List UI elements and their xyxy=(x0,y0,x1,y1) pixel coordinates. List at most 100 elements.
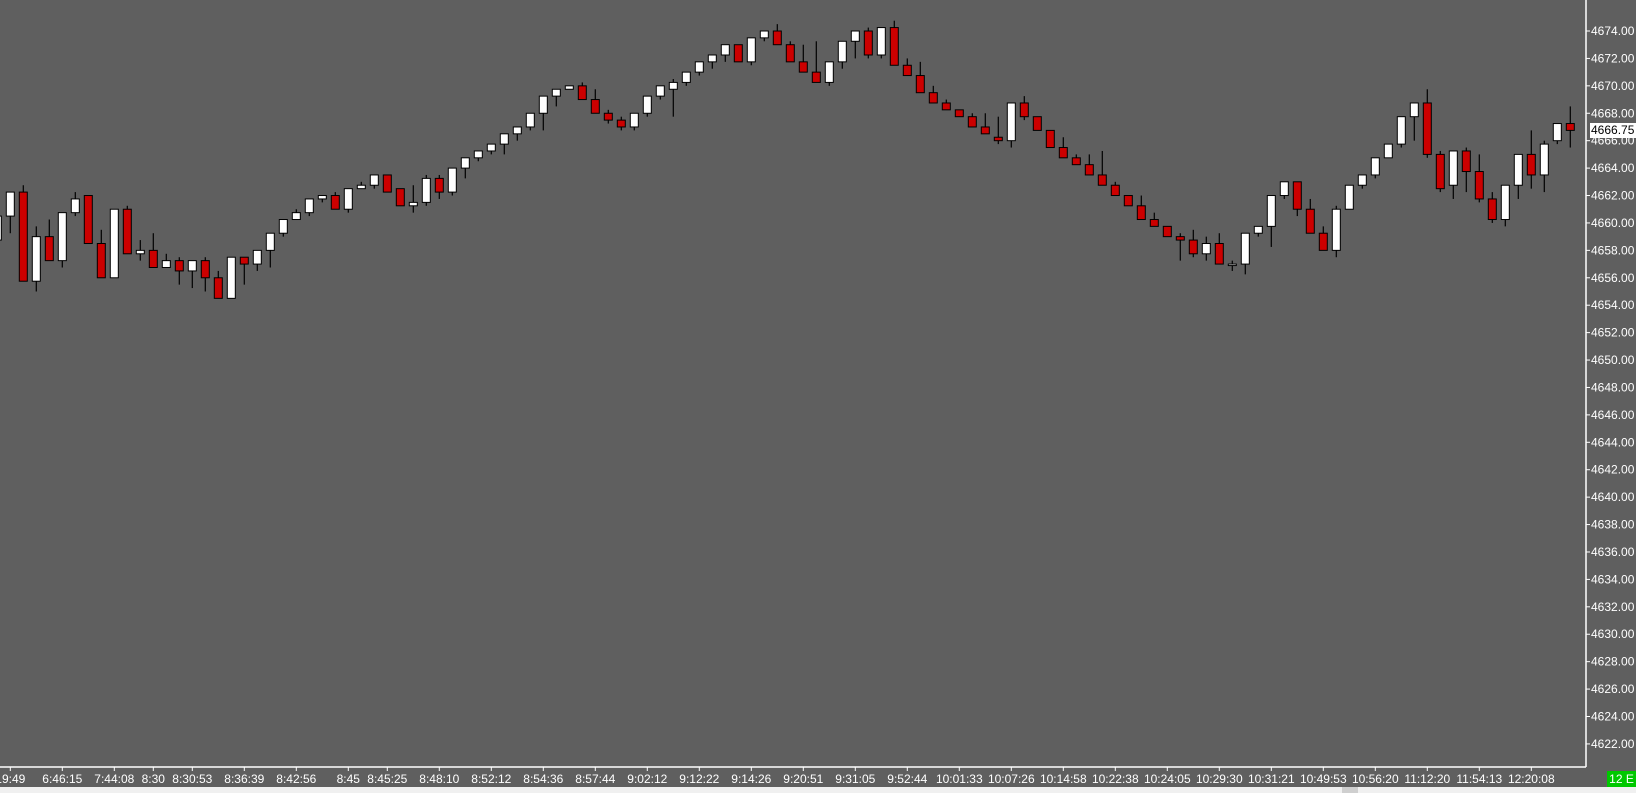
candle-body-down xyxy=(1318,232,1328,251)
candle xyxy=(1136,195,1146,221)
candle-body-up xyxy=(1279,181,1289,197)
time-tick-label: 8:45:25 xyxy=(367,772,407,786)
candle-body-down xyxy=(1422,102,1432,155)
candle xyxy=(382,174,392,193)
candle-body-up xyxy=(824,61,834,83)
candle xyxy=(1396,116,1406,148)
candle xyxy=(31,226,41,292)
candle-body-down xyxy=(200,260,210,279)
candle-body-up xyxy=(57,212,67,262)
candle-body-up xyxy=(538,95,548,114)
candle xyxy=(109,208,119,279)
candle-body-up xyxy=(252,249,262,265)
price-tick-label: 4652.00 xyxy=(1591,326,1635,340)
candle xyxy=(1071,154,1081,166)
candle xyxy=(408,185,418,213)
candle xyxy=(1214,233,1224,265)
price-tick-label: 4660.00 xyxy=(1591,216,1635,230)
candle xyxy=(1383,143,1393,159)
price-tick-label: 4624.00 xyxy=(1591,710,1635,724)
candle-body-down xyxy=(590,99,600,114)
candle-body-up xyxy=(1331,208,1341,251)
price-tick-label: 4622.00 xyxy=(1591,737,1635,751)
candle-body-up xyxy=(31,236,41,282)
candle-body-down xyxy=(1292,181,1302,210)
candle xyxy=(434,174,444,199)
candle-body-up xyxy=(1383,143,1393,159)
candle xyxy=(603,109,613,124)
candle xyxy=(993,116,1003,145)
time-axis[interactable]: 19:49 6:46:15 7:44:08 8:30 8:30:53 8:36:39 8:4… xyxy=(0,767,1555,786)
candle xyxy=(538,95,548,131)
price-tick-label: 4656.00 xyxy=(1591,271,1635,285)
candle-body-down xyxy=(928,92,938,104)
candle xyxy=(525,112,535,131)
candle-body-down xyxy=(1058,147,1068,159)
candle-body-up xyxy=(876,27,886,56)
candle xyxy=(980,113,990,135)
price-tick-label: 4632.00 xyxy=(1591,600,1635,614)
candle xyxy=(395,188,405,207)
candle xyxy=(57,212,67,268)
candle-body-down xyxy=(785,44,795,63)
candle-body-up xyxy=(746,37,756,63)
price-tick-label: 4664.00 xyxy=(1591,161,1635,175)
candle-body-down xyxy=(811,71,821,83)
candle-body-up xyxy=(70,198,80,214)
candle-body-up xyxy=(1552,123,1562,142)
time-tick-label: 10:56:20 xyxy=(1352,772,1399,786)
time-tick-label: 10:22:38 xyxy=(1092,772,1139,786)
candle xyxy=(785,41,795,63)
time-tick-label: 10:24:05 xyxy=(1144,772,1191,786)
time-tick-label: 9:14:26 xyxy=(731,772,771,786)
candle xyxy=(577,82,587,101)
candle xyxy=(512,126,522,141)
candle-body-down xyxy=(1032,116,1042,131)
candle-body-down xyxy=(83,195,93,245)
candle-body-up xyxy=(486,143,496,152)
candle-body-up xyxy=(1539,143,1549,176)
price-tick-label: 4668.00 xyxy=(1591,106,1635,120)
scrollbar-thumb[interactable] xyxy=(1342,787,1358,793)
horizontal-scrollbar[interactable] xyxy=(0,787,1636,793)
candle xyxy=(1227,260,1237,271)
time-tick-label: 9:02:12 xyxy=(627,772,667,786)
candle xyxy=(96,229,106,279)
candle-body-up xyxy=(1344,184,1354,210)
time-tick-label: 19:49 xyxy=(0,772,26,786)
candle xyxy=(1058,137,1068,159)
price-axis[interactable]: 4674.004672.004670.004668.004666.004664.… xyxy=(1586,24,1635,751)
candle xyxy=(486,143,496,155)
candle xyxy=(83,195,93,245)
candle xyxy=(837,40,847,69)
candle-body-up xyxy=(564,85,574,90)
candle-body-down xyxy=(1487,198,1497,221)
candle-body-up xyxy=(447,167,457,193)
last-price-label: 4666.75 xyxy=(1590,122,1636,138)
candle xyxy=(850,30,860,59)
price-tick-label: 4626.00 xyxy=(1591,682,1635,696)
time-tick-label: 8:36:39 xyxy=(224,772,264,786)
candle xyxy=(564,85,574,90)
candle-body-down xyxy=(616,119,626,128)
candle-body-up xyxy=(629,112,639,128)
price-tick-label: 4654.00 xyxy=(1591,298,1635,312)
candle xyxy=(681,71,691,86)
candle xyxy=(551,88,561,107)
candle-body-up xyxy=(512,126,522,135)
candle xyxy=(1370,157,1380,179)
candle-body-up xyxy=(655,85,665,97)
candle-body-up xyxy=(473,150,483,159)
candle-body-up xyxy=(1409,102,1419,118)
candle-body-down xyxy=(980,126,990,135)
time-tick-label: 10:14:58 xyxy=(1040,772,1087,786)
candle xyxy=(1006,102,1016,148)
candle xyxy=(291,209,301,221)
candle-body-up xyxy=(265,232,275,251)
price-tick-label: 4640.00 xyxy=(1591,490,1635,504)
time-tick-label: 10:07:26 xyxy=(988,772,1035,786)
candle-body-up xyxy=(304,198,314,214)
candle-body-up xyxy=(668,81,678,90)
price-tick-label: 4672.00 xyxy=(1591,51,1635,65)
